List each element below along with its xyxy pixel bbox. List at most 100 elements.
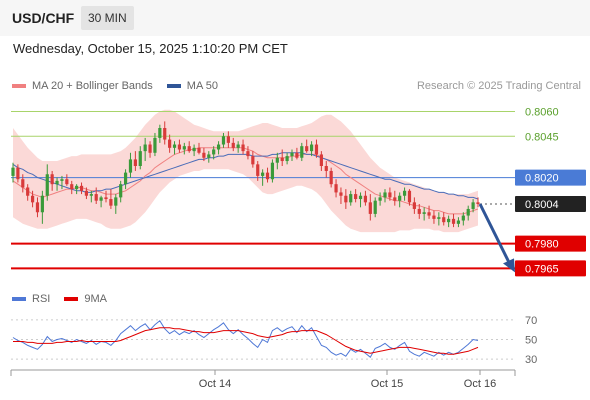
candle-body bbox=[280, 157, 284, 162]
candle-body bbox=[75, 185, 79, 190]
level-label: 0.8045 bbox=[525, 131, 559, 143]
candle-body bbox=[133, 159, 137, 166]
candle-body bbox=[138, 151, 142, 166]
level-badge bbox=[515, 235, 586, 252]
candle-body bbox=[187, 146, 191, 152]
candle-body bbox=[104, 197, 108, 200]
candle-body bbox=[109, 199, 113, 206]
candle-body bbox=[412, 202, 416, 209]
candles-group bbox=[11, 121, 480, 228]
level-badge bbox=[515, 196, 586, 212]
legend-9ma-label: 9MA bbox=[84, 293, 107, 305]
candle-body bbox=[388, 192, 392, 198]
candle-body bbox=[163, 128, 167, 140]
candle-body bbox=[70, 184, 74, 190]
candle-body bbox=[442, 217, 446, 223]
candle-body bbox=[344, 195, 348, 203]
rsi-tick-label: 70 bbox=[525, 315, 537, 327]
candle-body bbox=[197, 147, 201, 153]
candle-body bbox=[143, 144, 147, 152]
rsi-line bbox=[12, 320, 479, 358]
candle-body bbox=[89, 194, 93, 196]
candle-body bbox=[246, 151, 250, 157]
candle-body bbox=[40, 195, 44, 213]
candle-body bbox=[84, 190, 89, 196]
candle-body bbox=[285, 156, 289, 162]
candle-body bbox=[270, 162, 275, 180]
candle-body bbox=[290, 152, 294, 157]
candle-body bbox=[172, 144, 177, 148]
candle-body bbox=[275, 157, 279, 163]
candle-body bbox=[349, 194, 353, 203]
candle-body bbox=[383, 192, 387, 198]
candle-body bbox=[393, 197, 397, 201]
candle-body bbox=[231, 142, 235, 148]
candle-body bbox=[221, 136, 226, 145]
candle-body bbox=[192, 147, 196, 152]
level-label: 0.7980 bbox=[525, 239, 559, 251]
bollinger-band bbox=[13, 109, 478, 233]
candle-body bbox=[363, 195, 368, 203]
legend-rsi-label: RSI bbox=[32, 293, 51, 305]
rsi-9ma-line bbox=[13, 327, 479, 355]
candle-body bbox=[226, 136, 230, 143]
x-axis-label: Oct 15 bbox=[371, 378, 403, 390]
candle-body bbox=[99, 197, 103, 201]
candle-body bbox=[119, 184, 123, 198]
legend-ma50-label: MA 50 bbox=[186, 80, 218, 92]
candle-body bbox=[456, 220, 461, 224]
candle-body bbox=[300, 146, 304, 158]
legend-ma20-label: MA 20 + Bollinger Bands bbox=[32, 80, 153, 92]
candle-body bbox=[26, 187, 30, 196]
ma50-line bbox=[12, 152, 479, 200]
candle-body bbox=[407, 190, 412, 203]
candle-body bbox=[16, 167, 20, 180]
candle-body bbox=[402, 190, 407, 196]
candle-body bbox=[94, 194, 98, 201]
x-axis-label: Oct 14 bbox=[199, 378, 231, 390]
candle-body bbox=[447, 218, 451, 223]
legend-rsi: RSI bbox=[12, 293, 50, 305]
candle-body bbox=[476, 202, 480, 204]
legend-9ma: 9MA bbox=[64, 293, 107, 305]
candle-body bbox=[251, 156, 255, 165]
candle-body bbox=[305, 146, 309, 152]
candle-body bbox=[334, 184, 338, 193]
candle-body bbox=[437, 217, 441, 219]
candle-body bbox=[60, 179, 64, 181]
candle-body bbox=[471, 202, 475, 209]
candle-body bbox=[55, 180, 59, 185]
candle-body bbox=[329, 170, 333, 185]
rsi-tick-label: 30 bbox=[525, 354, 537, 366]
candle-body bbox=[461, 215, 465, 221]
candle-body bbox=[417, 208, 421, 214]
level-label: 0.7965 bbox=[525, 263, 559, 275]
candle-body bbox=[432, 215, 436, 219]
candle-body bbox=[123, 172, 128, 185]
ma20-line bbox=[12, 147, 479, 215]
candle-body bbox=[256, 164, 260, 176]
candle-body bbox=[45, 174, 49, 196]
level-badge bbox=[515, 169, 586, 186]
candle-body bbox=[30, 195, 35, 203]
candle-body bbox=[373, 200, 377, 214]
legend-ma50-swatch bbox=[166, 84, 181, 88]
candle-body bbox=[212, 149, 216, 155]
timeframe-button[interactable]: 30 MIN bbox=[81, 6, 134, 30]
price-legend: MA 20 + Bollinger Bands MA 50 bbox=[12, 80, 232, 92]
rsi-tick-label: 50 bbox=[525, 335, 537, 347]
legend-rsi-swatch bbox=[12, 297, 26, 301]
candle-body bbox=[128, 159, 133, 173]
candle-body bbox=[466, 208, 470, 216]
legend-ma50: MA 50 bbox=[166, 80, 218, 92]
level-label: 0.8020 bbox=[525, 173, 559, 185]
level-label: 0.8060 bbox=[525, 106, 559, 118]
candle-body bbox=[339, 192, 343, 196]
level-label: 0.8004 bbox=[525, 199, 559, 211]
candle-body bbox=[368, 202, 372, 214]
candle-body bbox=[11, 167, 15, 176]
candle-body bbox=[216, 144, 221, 150]
header-bar: USD/CHF 30 MIN bbox=[0, 0, 590, 36]
credit-text: Research © 2025 Trading Central bbox=[416, 80, 581, 92]
